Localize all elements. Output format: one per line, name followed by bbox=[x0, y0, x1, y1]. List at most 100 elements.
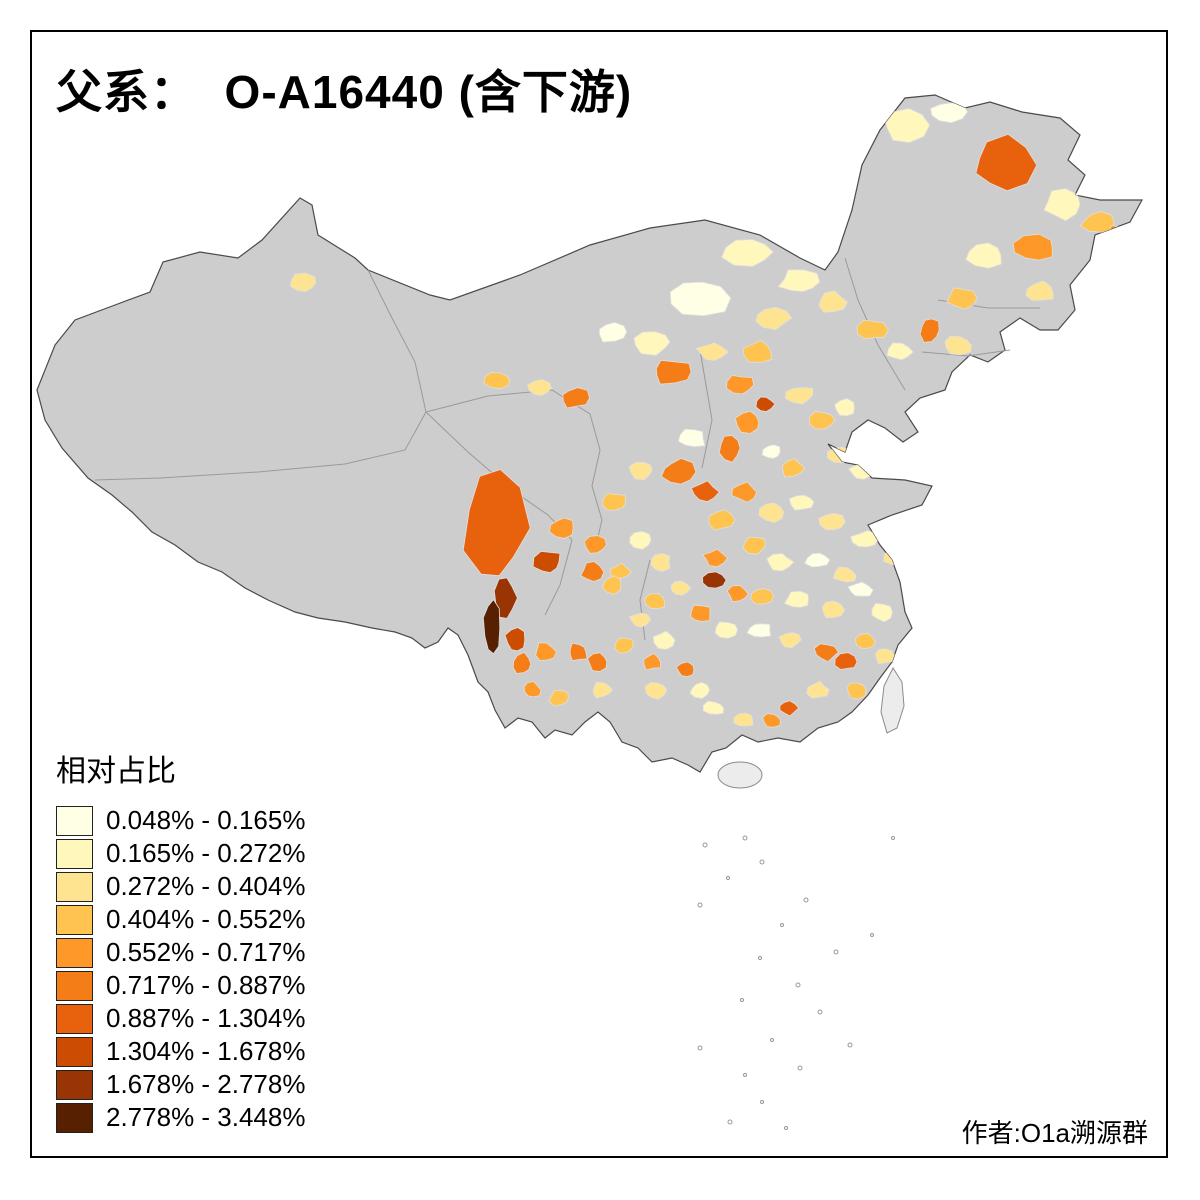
map-region bbox=[1012, 233, 1053, 261]
legend-label: 2.778% - 3.448% bbox=[106, 1102, 306, 1132]
south-china-sea-islands bbox=[697, 835, 895, 1130]
map-region bbox=[834, 652, 858, 670]
map-region bbox=[512, 651, 532, 674]
map-region bbox=[695, 342, 730, 361]
legend-label: 0.887% - 1.304% bbox=[106, 1003, 306, 1033]
map-region bbox=[690, 604, 711, 622]
map-region bbox=[609, 562, 633, 580]
map-region bbox=[806, 680, 830, 699]
map-region bbox=[535, 642, 557, 661]
map-region bbox=[758, 502, 785, 524]
map-region bbox=[808, 411, 836, 430]
map-region bbox=[783, 590, 809, 608]
map-region bbox=[944, 335, 972, 356]
map-region bbox=[1025, 280, 1054, 301]
map-region bbox=[483, 372, 511, 390]
legend-items: 0.048% - 0.165% 0.165% - 0.272% 0.272% - 0… bbox=[56, 804, 305, 1134]
map-region bbox=[886, 342, 914, 361]
map-region bbox=[549, 517, 574, 539]
map-region bbox=[779, 700, 800, 717]
map-region bbox=[569, 642, 588, 662]
map-region bbox=[734, 410, 760, 434]
map-region bbox=[847, 581, 874, 597]
map-region bbox=[587, 652, 608, 672]
map-region bbox=[702, 700, 725, 715]
map-region bbox=[583, 535, 607, 554]
map-region bbox=[714, 621, 739, 639]
legend-label: 0.272% - 0.404% bbox=[106, 871, 306, 901]
taiwan-island bbox=[880, 666, 905, 734]
map-region bbox=[677, 428, 706, 448]
map-region bbox=[493, 577, 518, 619]
map-region bbox=[731, 481, 758, 503]
map-region bbox=[766, 553, 795, 572]
map-region bbox=[504, 627, 526, 652]
plot-border bbox=[30, 30, 1168, 1158]
map-region bbox=[628, 612, 652, 628]
map-region bbox=[598, 321, 628, 343]
map-region bbox=[602, 493, 627, 511]
map-region bbox=[784, 387, 814, 405]
map-region bbox=[965, 242, 1002, 269]
map-region bbox=[919, 318, 940, 343]
legend-item: 1.678% - 2.778% bbox=[56, 1068, 305, 1101]
map-region bbox=[762, 713, 781, 728]
map-region bbox=[602, 575, 622, 595]
map-region bbox=[746, 623, 772, 638]
map-region bbox=[482, 598, 501, 655]
map-region bbox=[875, 648, 896, 665]
map-region bbox=[946, 287, 978, 310]
map-region bbox=[629, 530, 652, 550]
legend-item: 1.304% - 1.678% bbox=[56, 1035, 305, 1068]
hainan-island bbox=[717, 761, 763, 789]
legend-item: 0.165% - 0.272% bbox=[56, 837, 305, 870]
map-region bbox=[644, 682, 668, 700]
map-region bbox=[777, 269, 821, 292]
map-region bbox=[813, 643, 840, 663]
legend-title: 相对占比 bbox=[56, 755, 176, 788]
map-region bbox=[804, 552, 831, 568]
legend-swatch bbox=[56, 1036, 93, 1067]
map-region bbox=[527, 379, 552, 396]
legend-label: 0.717% - 0.887% bbox=[106, 970, 306, 1000]
map-region bbox=[670, 580, 692, 596]
choropleth-regions bbox=[289, 102, 1134, 728]
legend-label: 0.165% - 0.272% bbox=[106, 838, 306, 868]
legend-item: 0.887% - 1.304% bbox=[56, 1002, 305, 1035]
legend-label: 0.404% - 0.552% bbox=[106, 904, 306, 934]
map-region bbox=[462, 469, 531, 577]
map-region bbox=[708, 509, 736, 531]
legend-swatch bbox=[56, 904, 93, 935]
map-region bbox=[755, 396, 776, 412]
map-region bbox=[733, 712, 754, 727]
legend-label: 1.678% - 2.778% bbox=[106, 1069, 306, 1099]
map-region bbox=[643, 652, 662, 671]
map-region bbox=[718, 435, 741, 463]
legend-swatch bbox=[56, 871, 93, 902]
legend-swatch bbox=[56, 805, 93, 836]
map-region bbox=[592, 681, 614, 699]
map-region bbox=[650, 552, 671, 572]
map-region bbox=[633, 331, 671, 356]
map-region bbox=[782, 458, 806, 478]
map-region bbox=[652, 630, 676, 650]
map-region bbox=[818, 290, 848, 313]
map-region bbox=[702, 548, 729, 568]
legend-item: 2.778% - 3.448% bbox=[56, 1101, 305, 1134]
map-region bbox=[726, 374, 755, 395]
map-region bbox=[883, 108, 931, 143]
map-region bbox=[669, 281, 732, 317]
map-region bbox=[614, 637, 634, 654]
map-region bbox=[289, 272, 317, 293]
legend-item: 0.552% - 0.717% bbox=[56, 936, 305, 969]
legend: 相对占比 0.048% - 0.165% 0.165% - 0.272% 0.272… bbox=[56, 746, 305, 1134]
legend-swatch bbox=[56, 838, 93, 869]
legend-swatch bbox=[56, 937, 93, 968]
map-region bbox=[660, 457, 697, 485]
map-region bbox=[690, 480, 720, 503]
map-region bbox=[856, 319, 889, 340]
legend-swatch bbox=[56, 1003, 93, 1034]
legend-swatch bbox=[56, 1102, 93, 1133]
map-region bbox=[702, 571, 727, 589]
